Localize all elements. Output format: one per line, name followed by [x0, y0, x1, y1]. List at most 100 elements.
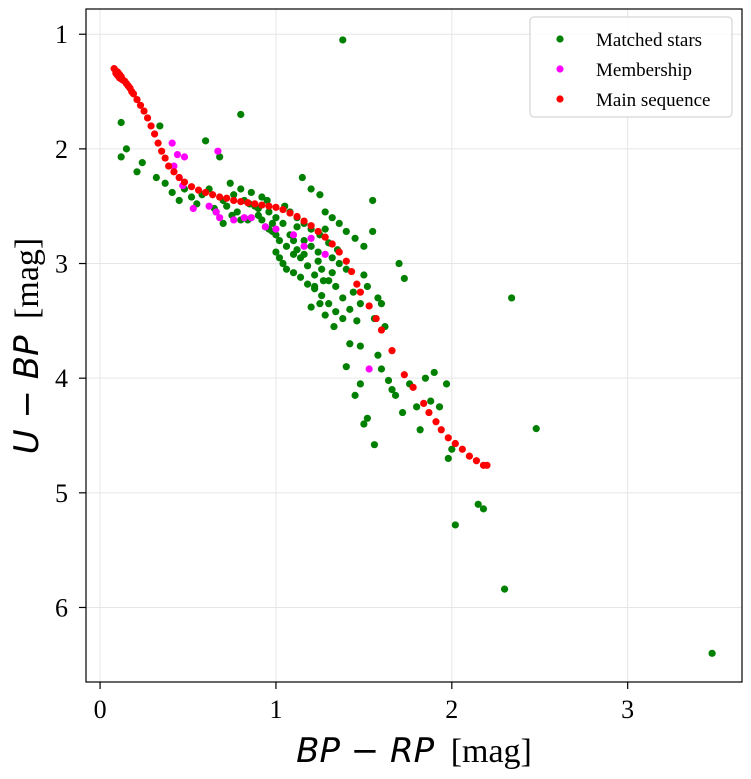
data-point [209, 191, 217, 199]
data-point [175, 196, 183, 205]
data-point [307, 185, 315, 193]
legend: Matched stars Membership Main sequence [529, 16, 733, 118]
data-point [339, 36, 347, 44]
data-point [237, 198, 245, 206]
data-point [708, 649, 716, 657]
data-point [328, 254, 336, 262]
data-point [321, 250, 329, 258]
data-point [451, 521, 459, 529]
data-point [247, 188, 255, 197]
data-point [223, 202, 231, 210]
x-tick-label: 1 [269, 695, 282, 724]
data-point [369, 227, 377, 236]
data-point [147, 122, 155, 130]
data-point [143, 114, 152, 122]
data-point [435, 403, 444, 411]
data-point [508, 294, 516, 302]
data-point [205, 202, 213, 210]
y-axis-label-math: U − BP [7, 335, 47, 454]
legend-box [529, 16, 733, 118]
data-point [388, 347, 396, 355]
data-point [384, 376, 393, 385]
data-point [448, 445, 456, 453]
data-point [272, 203, 280, 211]
grid [86, 9, 742, 682]
data-point [395, 259, 403, 268]
data-point [300, 250, 308, 258]
data-point [168, 139, 176, 147]
legend-marker [556, 95, 564, 103]
data-point [293, 246, 301, 254]
data-point [325, 277, 333, 285]
data-point [427, 397, 435, 405]
data-point [398, 408, 407, 417]
data-point [128, 87, 136, 96]
data-points [110, 36, 716, 657]
data-point [237, 110, 245, 119]
data-point [465, 452, 473, 460]
data-point [374, 294, 382, 302]
data-point [189, 204, 197, 213]
data-point [275, 254, 284, 262]
data-point [180, 153, 189, 161]
data-point [201, 137, 210, 145]
data-point [346, 340, 354, 348]
data-point [360, 420, 368, 428]
data-point [319, 277, 328, 285]
data-point [500, 585, 509, 593]
data-point [300, 236, 308, 245]
data-point [425, 408, 433, 417]
data-point [318, 292, 326, 300]
data-point [318, 265, 326, 273]
data-point [251, 200, 259, 208]
axis-ticks: 0 1 2 3 1 2 3 4 5 6 [55, 20, 634, 724]
data-point [479, 505, 488, 513]
plot-frame [85, 8, 743, 683]
data-point [332, 308, 340, 316]
data-point [261, 223, 269, 231]
data-point [314, 227, 322, 236]
data-point [170, 162, 178, 170]
legend-marker [556, 35, 564, 43]
data-point [175, 173, 183, 182]
data-point [458, 445, 466, 453]
data-point [328, 214, 336, 222]
data-point [391, 391, 400, 399]
data-point [363, 282, 371, 291]
data-point [282, 242, 291, 250]
data-point [187, 193, 196, 201]
data-point [369, 196, 377, 205]
data-point [303, 280, 312, 288]
data-point [328, 240, 336, 248]
x-tick-label: 3 [621, 695, 634, 724]
data-point [374, 351, 382, 359]
data-point [265, 202, 273, 210]
data-point [187, 183, 196, 191]
data-point [140, 107, 148, 115]
data-point [212, 208, 220, 216]
data-point [258, 201, 266, 209]
data-point [230, 216, 238, 224]
data-point [247, 214, 255, 222]
data-point [437, 426, 445, 434]
x-tick-label: 2 [445, 695, 458, 724]
data-point [293, 212, 301, 221]
data-point [286, 209, 294, 217]
y-tick-label: 3 [55, 250, 68, 279]
data-point [353, 280, 361, 288]
y-axis-label: U − BP [mag] [7, 238, 47, 455]
data-point [223, 194, 231, 202]
data-point [314, 257, 322, 265]
data-point [365, 365, 373, 373]
data-point [325, 300, 333, 308]
data-point [339, 294, 347, 302]
data-point [356, 288, 364, 296]
data-point [444, 454, 452, 463]
data-point [335, 248, 343, 256]
data-point [400, 371, 408, 379]
series-matched-stars [117, 36, 716, 657]
data-point [272, 214, 280, 222]
y-tick-label: 2 [55, 135, 68, 164]
data-point [321, 233, 329, 241]
data-point [420, 399, 428, 407]
